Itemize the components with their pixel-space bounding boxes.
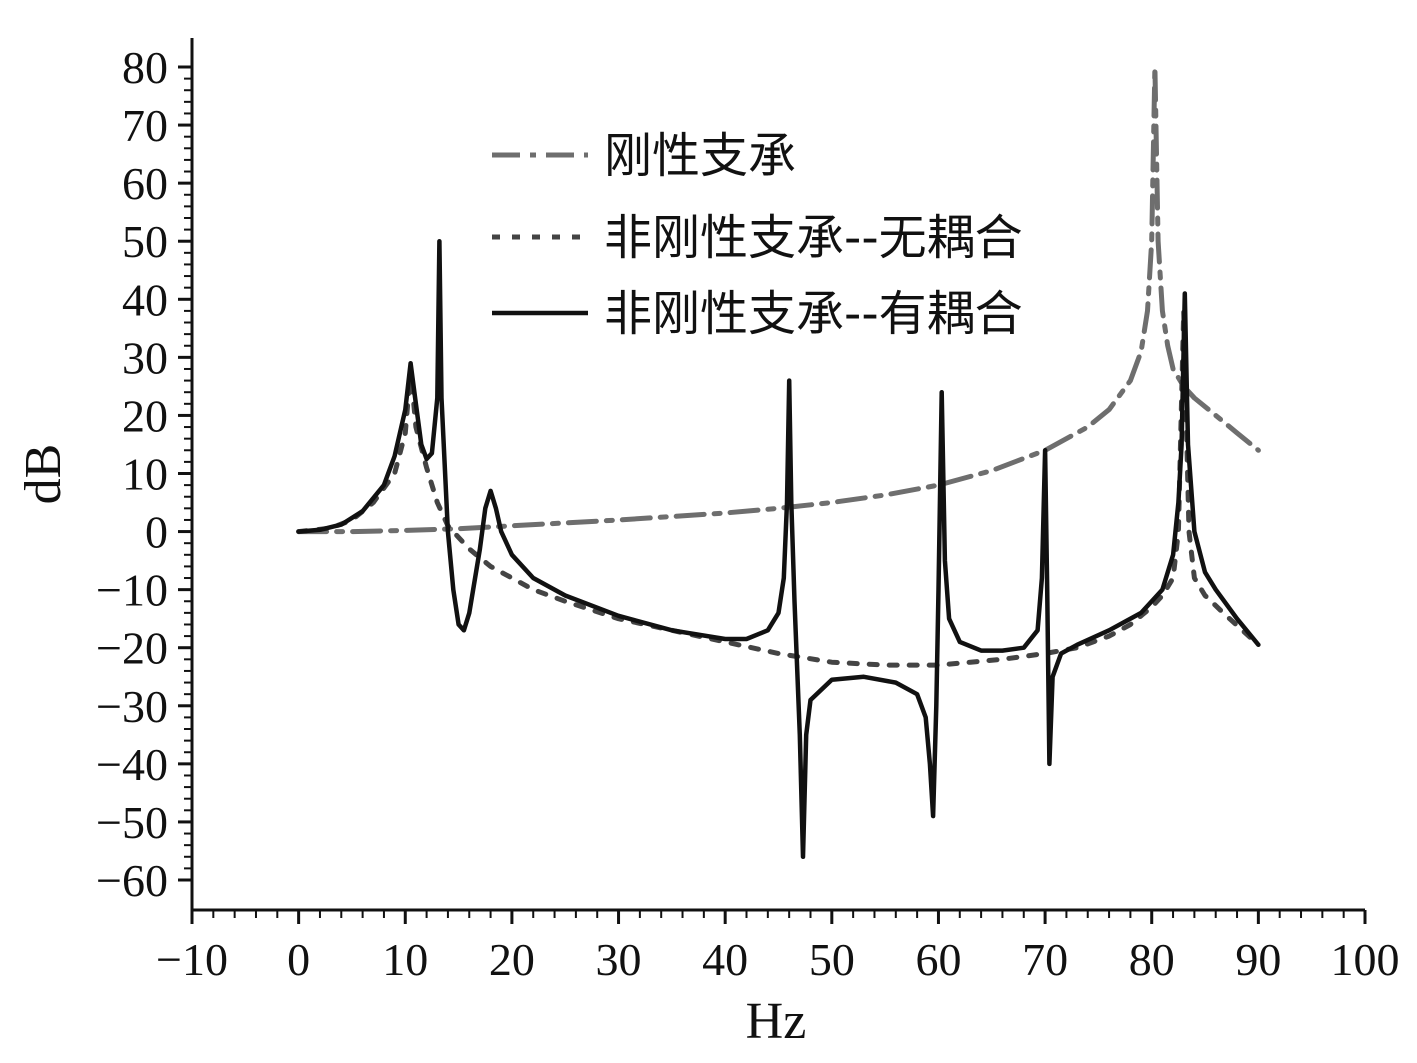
x-tick-label: 40 xyxy=(702,934,748,985)
y-tick-label: 50 xyxy=(122,216,168,267)
x-tick-label: −10 xyxy=(156,934,228,985)
series-lines xyxy=(296,64,1261,860)
series-line-3 xyxy=(296,238,1261,860)
x-tick-label: 50 xyxy=(809,934,855,985)
y-tick-label: −60 xyxy=(96,855,168,906)
y-tick-label: −40 xyxy=(96,739,168,790)
y-tick-label: 40 xyxy=(122,274,168,325)
x-tick-label: 10 xyxy=(382,934,428,985)
legend-label-1: 刚性支承 xyxy=(604,128,796,184)
series-line-1 xyxy=(296,64,1261,535)
y-tick-label: −10 xyxy=(96,565,168,616)
y-tick-label: −30 xyxy=(96,681,168,732)
y-tick-label: 30 xyxy=(122,332,168,383)
x-axis-title: Hz xyxy=(746,993,807,1050)
x-tick-label: 0 xyxy=(287,934,310,985)
x-tick-label: 90 xyxy=(1235,934,1281,985)
x-tick-label: 20 xyxy=(489,934,535,985)
y-ticks: −60 −50 −40 −30 −20 −10 0 10 20 30 40 50 60 70 80 xyxy=(96,42,192,906)
y-tick-label: 10 xyxy=(122,449,168,500)
series-line-2 xyxy=(296,308,1261,668)
y-tick-label: −50 xyxy=(96,797,168,848)
y-tick-label: 80 xyxy=(122,42,168,93)
x-tick-label: 100 xyxy=(1331,934,1400,985)
x-tick-label: 80 xyxy=(1129,934,1175,985)
y-tick-label: −20 xyxy=(96,623,168,674)
x-ticks: −10 0 10 20 30 40 50 60 70 80 90 100 xyxy=(156,910,1400,985)
y-tick-label: 60 xyxy=(122,158,168,209)
x-tick-label: 60 xyxy=(915,934,961,985)
y-tick-label: 20 xyxy=(122,390,168,441)
x-tick-label: 70 xyxy=(1022,934,1068,985)
y-tick-label: 70 xyxy=(122,100,168,151)
axes: −10 0 10 20 30 40 50 60 70 80 90 100 −60−50−40−30−2… xyxy=(15,38,1400,1050)
x-tick-label: 30 xyxy=(596,934,642,985)
legend-label-2: 非刚性支承--无耦合 xyxy=(604,210,1023,266)
y-tick-label: 0 xyxy=(145,507,168,558)
legend-label-3: 非刚性支承--有耦合 xyxy=(604,286,1023,342)
y-axis-title: dB xyxy=(15,444,72,505)
